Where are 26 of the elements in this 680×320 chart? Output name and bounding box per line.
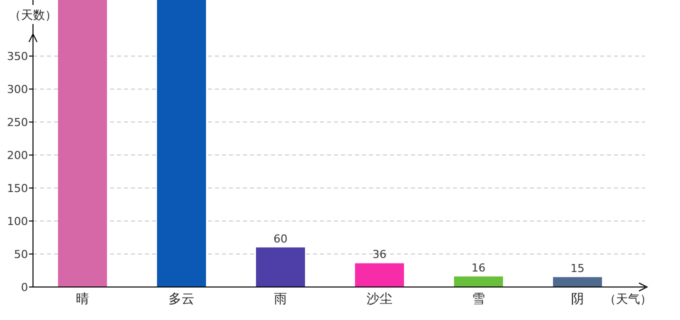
x-tick-label: 沙尘 — [366, 292, 392, 307]
bar — [355, 263, 404, 287]
y-tick-label: 100 — [7, 215, 28, 228]
data-label: 36 — [372, 248, 386, 262]
y-tick-label: 300 — [7, 83, 28, 96]
y-tick-label: 200 — [7, 149, 28, 162]
x-axis-title: （天气） — [604, 292, 652, 306]
y-tick-label: 150 — [7, 182, 28, 196]
x-tick-label: 阴 — [571, 292, 584, 307]
bar — [256, 247, 305, 287]
y-tick-label: 50 — [14, 248, 28, 262]
x-tick-label: 多云 — [168, 292, 194, 307]
bar — [553, 277, 602, 287]
x-tick-label: 雨 — [274, 292, 287, 307]
bar — [58, 0, 107, 287]
data-label: 15 — [570, 262, 584, 276]
data-label: 16 — [472, 261, 486, 274]
bar — [454, 276, 503, 287]
y-tick-label: 350 — [7, 50, 28, 64]
y-tick-label: 250 — [7, 116, 28, 130]
x-tick-label: 雪 — [472, 292, 485, 307]
bar — [157, 0, 206, 287]
data-label: 60 — [274, 232, 288, 246]
y-tick-label: 0 — [21, 281, 28, 294]
y-axis-title: （天数） — [9, 8, 57, 22]
x-tick-label: 晴 — [76, 292, 89, 307]
